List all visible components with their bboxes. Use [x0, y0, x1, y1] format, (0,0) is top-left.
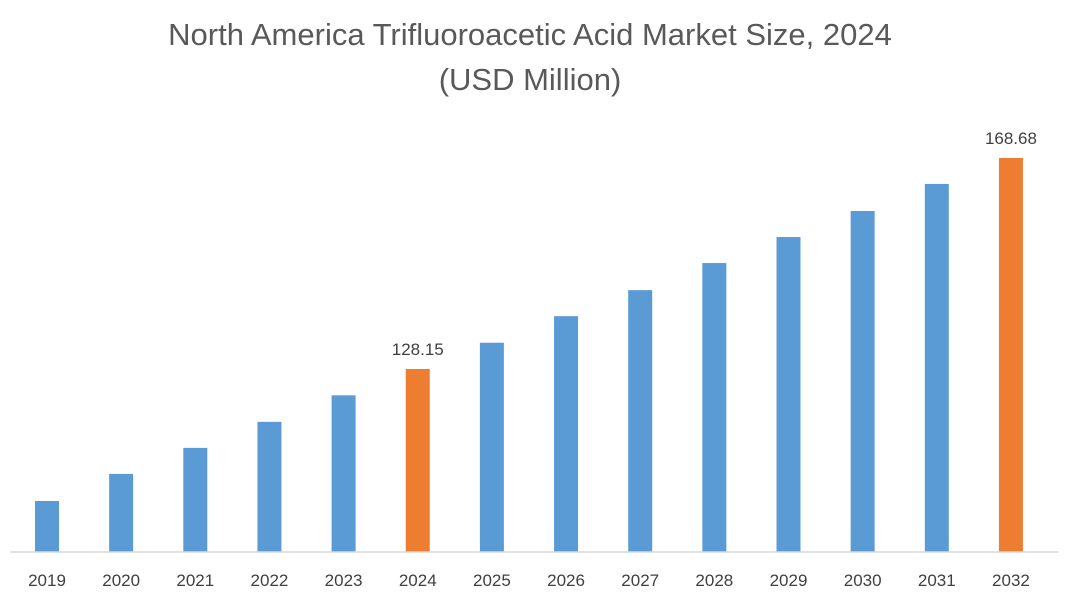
x-tick-label: 2032: [992, 571, 1030, 590]
bar-2031: [924, 183, 949, 553]
x-tick-label: 2030: [844, 571, 882, 590]
x-tick-label: 2025: [473, 571, 511, 590]
x-tick-label: 2026: [547, 571, 585, 590]
x-tick-label: 2023: [325, 571, 363, 590]
x-tick-label: 2022: [251, 571, 289, 590]
bar-2019: [35, 500, 59, 552]
bar-2025: [479, 342, 504, 552]
x-tick-label: 2021: [176, 571, 214, 590]
bar-2032: [998, 158, 1023, 552]
bar-2022: [257, 421, 282, 552]
bar-2029: [776, 237, 801, 553]
bar-2023: [331, 395, 356, 552]
bar-2024: [405, 369, 430, 552]
x-tick-label: 2028: [695, 571, 733, 590]
bar-2020: [109, 473, 134, 552]
bar-2028: [702, 263, 727, 552]
bar-2030: [850, 210, 875, 552]
chart-title-line2: (USD Million): [439, 62, 622, 97]
chart-title-line1: North America Trifluoroacetic Acid Marke…: [168, 17, 892, 52]
bar-2021: [183, 447, 208, 552]
x-tick-label: 2024: [399, 571, 437, 590]
data-label-2024: 128.15: [392, 340, 444, 359]
x-tick-label: 2029: [770, 571, 808, 590]
bar-2027: [628, 290, 653, 552]
x-tick-label: 2020: [102, 571, 140, 590]
x-tick-label: 2031: [918, 571, 956, 590]
x-tick-label: 2027: [621, 571, 659, 590]
x-tick-label: 2019: [28, 571, 66, 590]
data-label-2032: 168.68: [985, 129, 1037, 148]
bar-2026: [554, 316, 579, 552]
